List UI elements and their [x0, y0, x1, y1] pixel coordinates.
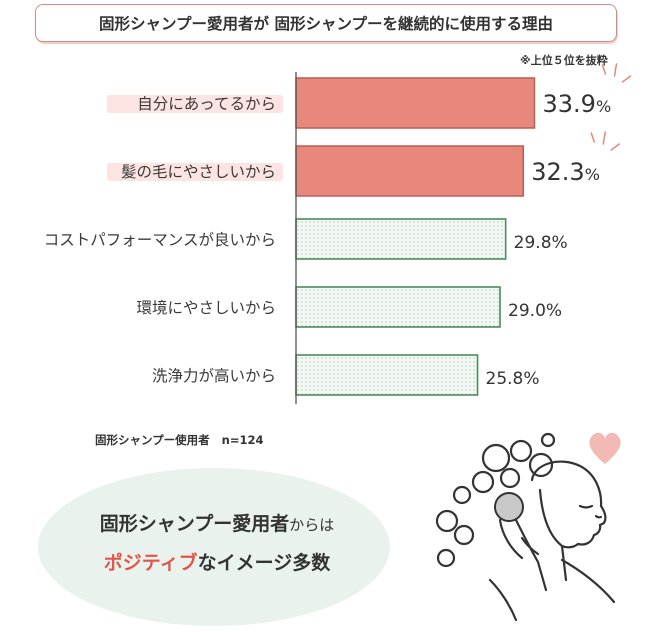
bar-3	[295, 218, 507, 260]
value-label-3: 29.8%	[514, 233, 568, 253]
foam-bubbles	[435, 432, 556, 568]
callout-line-2: ポジティブなイメージ多数	[62, 548, 372, 575]
woman-figure	[488, 460, 616, 622]
bar-chart: 自分にあってるから 33.9% 髪の毛にやさしいから 32.3% コストパフォーマンスが…	[44, 63, 632, 404]
heart-icon	[589, 432, 621, 464]
sparkle-line-2c	[590, 132, 596, 143]
bar-5	[295, 354, 479, 396]
sparkle-line-1c	[601, 64, 607, 75]
sample-info: 固形シャンプー使用者 n=124	[95, 432, 263, 448]
sparkle-line-2a	[602, 131, 607, 145]
category-label-1: 自分にあってるから	[137, 95, 276, 113]
sample-size: n=124	[221, 433, 264, 447]
category-highlight-1	[107, 95, 283, 113]
category-label-5: 洗浄力が高いから	[152, 367, 276, 385]
bar-4	[295, 286, 501, 328]
callout-line2-rest: なイメージ多数	[197, 552, 331, 574]
sparkle-line-2b	[610, 143, 621, 151]
callout-strong-text: 固形シャンプー愛用者	[99, 513, 290, 535]
callout-accent-text: ポジティブ	[103, 552, 198, 574]
sparkle-line-1b	[621, 75, 632, 83]
shampoo-bar-icon	[494, 492, 524, 522]
woman-washing-hair-illustration	[435, 432, 621, 622]
value-label-4: 29.0%	[508, 301, 562, 321]
category-label-3: コストパフォーマンスが良いから	[44, 231, 276, 249]
top5-note: ※上位５位を抜粋	[520, 54, 608, 67]
value-label-1: 33.9%	[543, 90, 612, 118]
bar-2	[295, 145, 525, 197]
category-label-4: 環境にやさしいから	[136, 298, 276, 317]
bar-1	[295, 77, 536, 129]
category-label-2: 髪の毛にやさしいから	[121, 163, 276, 181]
callout-line-1: 固形シャンプー愛用者からは	[62, 509, 372, 536]
category-highlight-2	[107, 163, 283, 181]
chart-title: 固形シャンプー愛用者が 固形シャンプーを継続的に使用する理由	[99, 15, 553, 33]
summary-callout	[38, 468, 390, 626]
value-label-2: 32.3%	[531, 158, 600, 186]
callout-rest-text: からは	[289, 516, 335, 534]
value-label-5: 25.8%	[486, 369, 540, 389]
sample-label: 固形シャンプー使用者	[95, 433, 210, 447]
sparkle-line-1a	[613, 63, 618, 77]
chart-title-box: 固形シャンプー愛用者が 固形シャンプーを継続的に使用する理由	[35, 4, 617, 42]
